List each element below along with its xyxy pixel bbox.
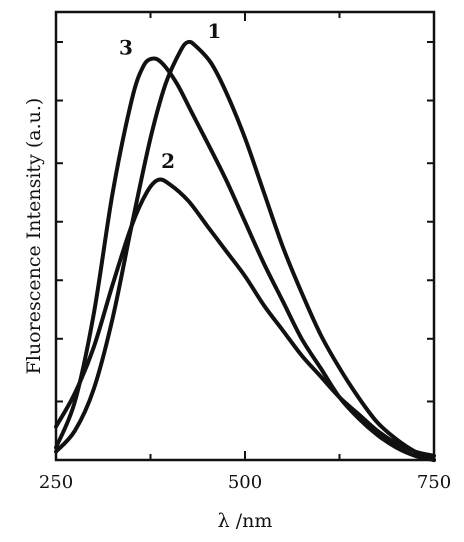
axis-ticks <box>55 12 435 460</box>
curve-labels: 1 2 3 <box>119 19 221 173</box>
series-line-2 <box>54 177 436 458</box>
curve-label-2: 2 <box>161 149 175 173</box>
tick-labels: 250 500 750 <box>39 472 451 493</box>
x-tick-label-0: 250 <box>39 472 73 493</box>
curve-label-1: 1 <box>207 19 221 43</box>
plot-frame <box>54 10 436 462</box>
x-tick-label-2: 750 <box>417 472 451 493</box>
series-line-3 <box>54 56 436 462</box>
curve-label-3: 3 <box>119 36 133 60</box>
x-tick-label-1: 500 <box>228 472 262 493</box>
x-axis-title: λ /nm <box>218 510 273 532</box>
series-lines <box>54 39 436 462</box>
series-line-1 <box>54 39 436 462</box>
y-axis-title: Fluorescence Intensity (a.u.) <box>23 98 45 375</box>
